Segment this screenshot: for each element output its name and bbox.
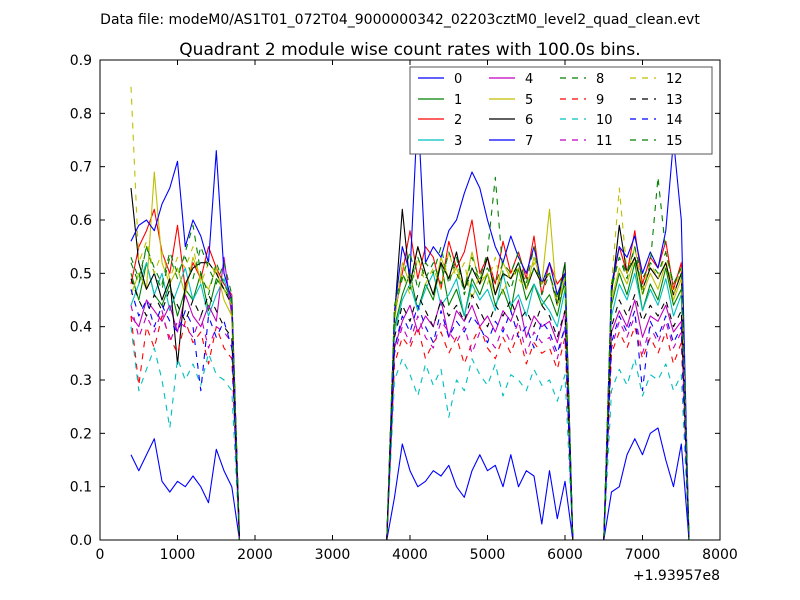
y-tick-label: 0.5 bbox=[70, 266, 92, 282]
series-0-line bbox=[130, 427, 690, 540]
ticks-layer: 0 1000 2000 3000 4000 5000 6000 7000 8000 0.0 0.1 0… bbox=[70, 53, 738, 563]
y-tick-label: 0.1 bbox=[70, 480, 92, 496]
legend-label-4: 4 bbox=[525, 72, 533, 87]
figure-suptitle: Data file: modeM0/AS1T01_072T04_90000003… bbox=[100, 12, 700, 28]
series-7-line bbox=[130, 107, 690, 540]
legend-label-9: 9 bbox=[596, 93, 604, 108]
legend-label-8: 8 bbox=[596, 72, 604, 87]
x-tick-label: 7000 bbox=[625, 547, 661, 563]
x-tick-label: 2000 bbox=[237, 547, 273, 563]
series-4-line bbox=[130, 256, 690, 540]
y-tick-label: 0.6 bbox=[70, 213, 92, 229]
legend-label-15: 15 bbox=[666, 134, 683, 149]
y-tick-label: 0.4 bbox=[70, 320, 92, 336]
y-tick-label: 0.8 bbox=[70, 106, 92, 122]
x-tick-label: 1000 bbox=[160, 547, 196, 563]
y-tick-label: 0.7 bbox=[70, 160, 92, 176]
legend-label-11: 11 bbox=[596, 134, 613, 149]
legend-label-10: 10 bbox=[596, 113, 613, 128]
legend-label-2: 2 bbox=[454, 113, 462, 128]
y-tick-label: 0.3 bbox=[70, 373, 92, 389]
series-layer bbox=[130, 86, 690, 540]
legend-label-5: 5 bbox=[525, 93, 533, 108]
legend-label-13: 13 bbox=[666, 93, 683, 108]
series-9-line bbox=[130, 315, 690, 540]
x-offset-label: +1.93957e8 bbox=[633, 568, 720, 584]
y-tick-label: 0.9 bbox=[70, 53, 92, 69]
legend-label-1: 1 bbox=[454, 93, 462, 108]
x-tick-label: 0 bbox=[96, 547, 105, 563]
x-tick-label: 3000 bbox=[315, 547, 351, 563]
y-tick-label: 0.0 bbox=[70, 533, 92, 549]
legend-label-3: 3 bbox=[454, 134, 462, 149]
series-12-line bbox=[130, 86, 690, 540]
legend-label-6: 6 bbox=[525, 113, 533, 128]
legend-label-0: 0 bbox=[454, 72, 462, 87]
legend-label-7: 7 bbox=[525, 134, 533, 149]
chart-title: Quadrant 2 module wise count rates with … bbox=[179, 40, 640, 60]
plot-area: 0 1000 2000 3000 4000 5000 6000 7000 8000 0.0 0.1 0… bbox=[70, 53, 738, 563]
series-15-line bbox=[130, 246, 690, 540]
legend-label-14: 14 bbox=[666, 113, 683, 128]
x-tick-label: 8000 bbox=[702, 547, 738, 563]
x-tick-label: 6000 bbox=[547, 547, 583, 563]
series-13-line bbox=[130, 278, 690, 540]
series-10-line bbox=[130, 326, 690, 540]
series-11-line bbox=[130, 305, 690, 540]
x-tick-label: 4000 bbox=[392, 547, 428, 563]
series-2-line bbox=[130, 208, 690, 540]
x-tick-label: 5000 bbox=[470, 547, 506, 563]
y-tick-label: 0.2 bbox=[70, 426, 92, 442]
legend-label-12: 12 bbox=[666, 72, 683, 87]
